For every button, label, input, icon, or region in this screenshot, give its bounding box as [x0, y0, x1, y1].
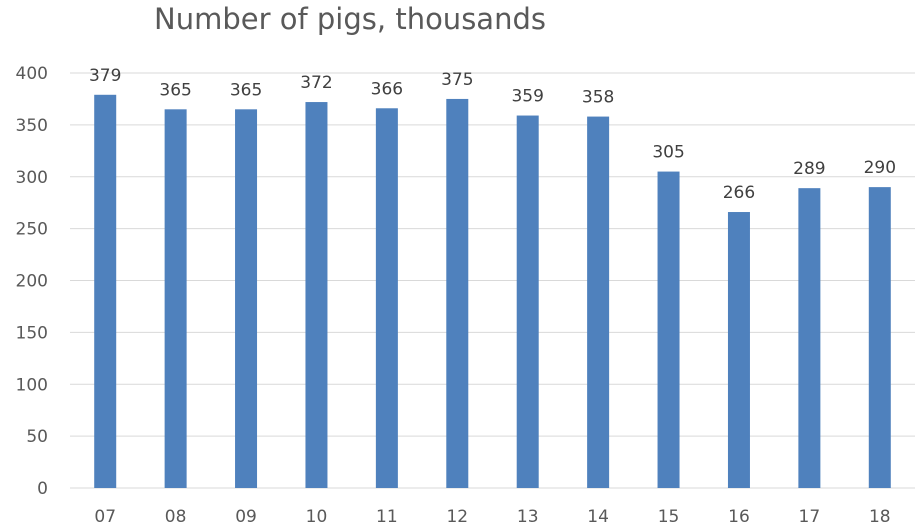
bars — [94, 94, 891, 489]
bar-16 — [727, 212, 750, 488]
bar-09 — [235, 109, 258, 488]
x-tick-label: 08 — [165, 507, 187, 527]
data-labels: 379 365 365 372 366 375 359 358 305 266 289 290 — [89, 66, 896, 203]
y-tick-label: 200 — [16, 272, 48, 292]
data-label: 372 — [300, 73, 332, 93]
bar-07 — [94, 94, 117, 488]
chart-title: Number of pigs, thousands — [154, 2, 546, 36]
y-tick-label: 250 — [16, 220, 48, 240]
data-label: 366 — [371, 79, 403, 99]
bar-10 — [305, 102, 328, 489]
data-label: 365 — [230, 80, 262, 100]
y-tick-label: 50 — [26, 427, 48, 447]
bar-17 — [798, 188, 821, 488]
data-label: 290 — [864, 158, 896, 178]
x-tick-label: 10 — [306, 507, 328, 527]
data-label: 305 — [652, 143, 684, 163]
x-axis-ticks: 07 08 09 10 11 12 13 14 15 16 17 18 — [94, 507, 890, 527]
data-label: 359 — [511, 87, 543, 107]
bar-18 — [868, 187, 891, 488]
bar-14 — [587, 116, 610, 488]
y-tick-label: 350 — [16, 116, 48, 136]
x-tick-label: 09 — [235, 507, 257, 527]
gridlines — [70, 72, 915, 489]
y-axis-ticks: 0 50 100 150 200 250 300 350 400 — [16, 64, 48, 499]
x-tick-label: 07 — [94, 507, 116, 527]
y-tick-label: 100 — [16, 375, 48, 395]
y-tick-label: 300 — [16, 168, 48, 188]
x-tick-label: 15 — [658, 507, 680, 527]
data-label: 379 — [89, 66, 121, 86]
x-tick-label: 11 — [376, 507, 398, 527]
y-tick-label: 0 — [37, 479, 48, 499]
x-tick-label: 14 — [587, 507, 609, 527]
x-tick-label: 16 — [728, 507, 750, 527]
x-tick-label: 18 — [869, 507, 891, 527]
bar-11 — [375, 108, 398, 489]
y-tick-label: 400 — [16, 64, 48, 84]
data-label: 266 — [723, 183, 755, 203]
bar-08 — [164, 109, 187, 488]
bar-13 — [516, 115, 539, 488]
data-label: 365 — [159, 80, 191, 100]
data-label: 375 — [441, 70, 473, 90]
x-tick-label: 13 — [517, 507, 539, 527]
x-tick-label: 12 — [446, 507, 468, 527]
data-label: 289 — [793, 159, 825, 179]
bar-15 — [657, 171, 680, 488]
y-tick-label: 150 — [16, 323, 48, 343]
data-label: 358 — [582, 88, 614, 108]
bar-12 — [446, 98, 469, 488]
x-tick-label: 17 — [799, 507, 821, 527]
